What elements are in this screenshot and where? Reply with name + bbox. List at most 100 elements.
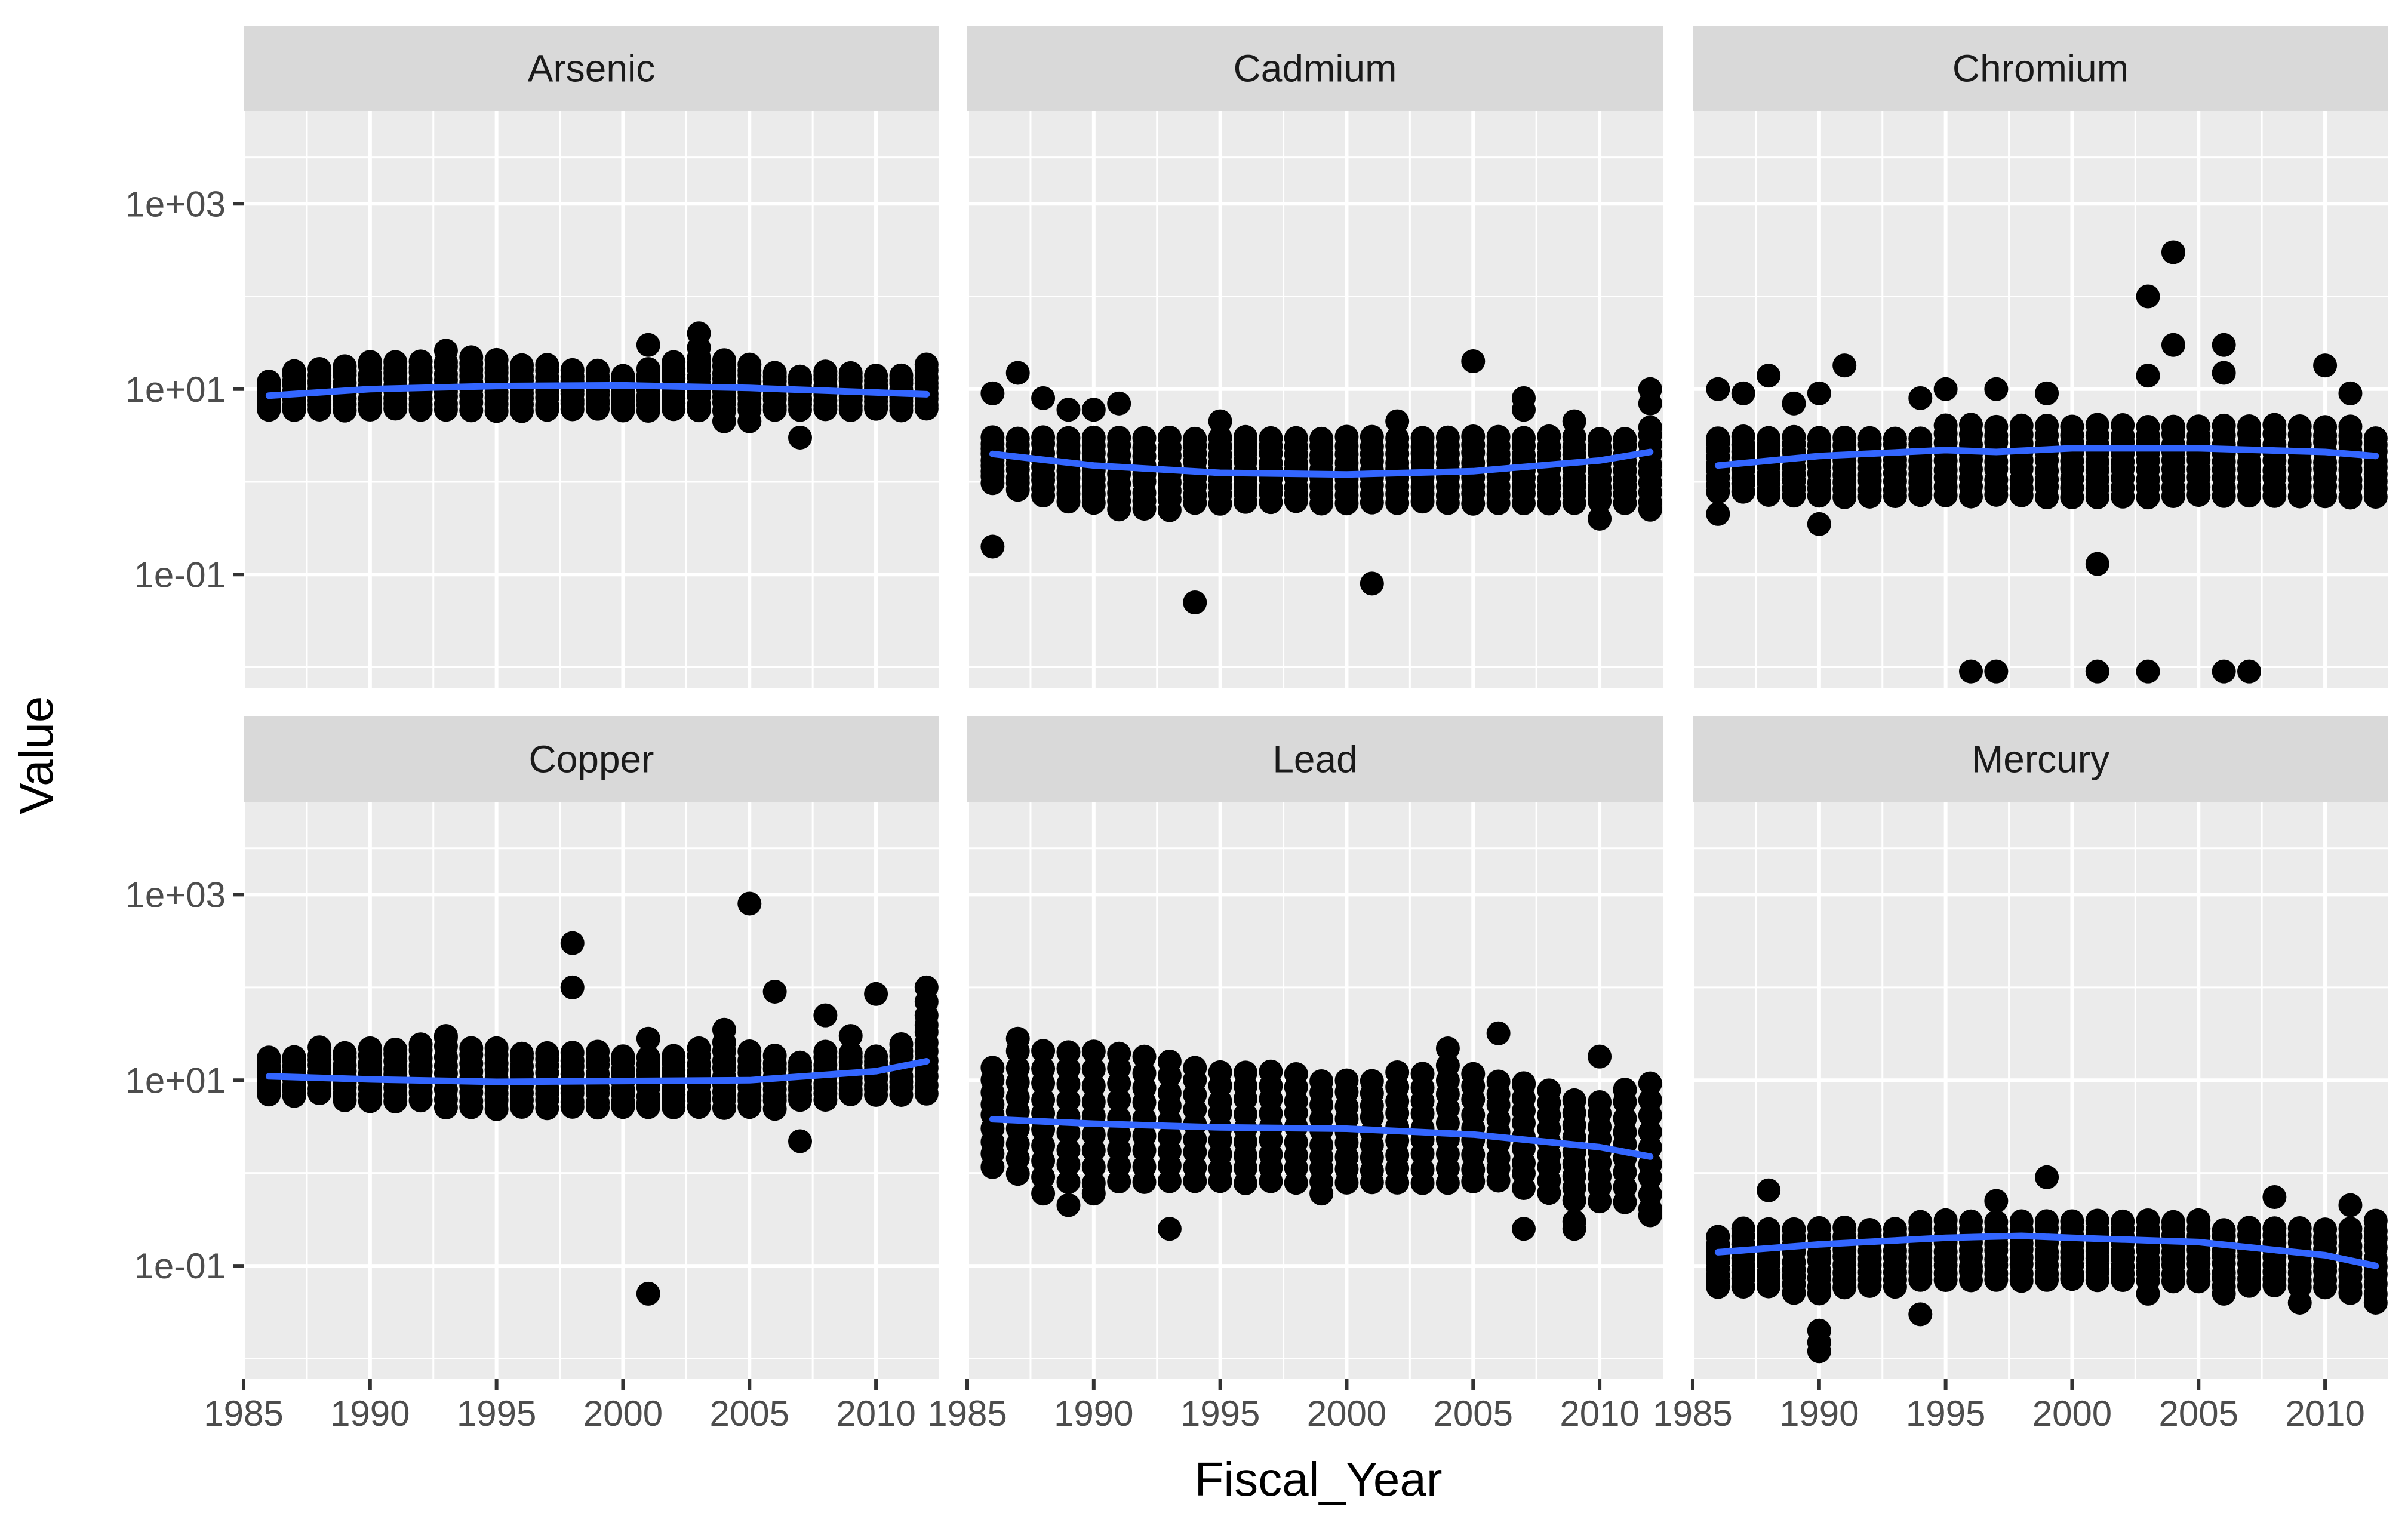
- data-point: [2262, 413, 2287, 437]
- data-point: [282, 359, 306, 383]
- data-point: [2237, 414, 2261, 438]
- data-point: [1056, 426, 1081, 450]
- data-point: [560, 358, 585, 382]
- data-point: [1984, 659, 2009, 684]
- data-point: [2212, 659, 2236, 684]
- data-point: [358, 1036, 382, 1060]
- data-point: [914, 352, 939, 377]
- data-point: [383, 1037, 408, 1062]
- x-tick-label: 2005: [710, 1393, 789, 1433]
- data-point: [1385, 409, 1410, 433]
- data-point: [2313, 353, 2338, 378]
- data-point: [611, 364, 635, 388]
- data-point: [1883, 1217, 1907, 1241]
- data-point: [788, 1050, 812, 1075]
- data-point: [2338, 1193, 2363, 1217]
- data-point: [1782, 391, 1806, 416]
- data-point: [2262, 1216, 2287, 1241]
- data-point: [2085, 413, 2109, 437]
- data-point: [1486, 1021, 1511, 1045]
- data-point: [1461, 349, 1486, 374]
- data-point: [1334, 424, 1359, 449]
- data-point: [1757, 364, 1781, 388]
- data-point: [1832, 426, 1857, 450]
- data-point: [433, 339, 458, 363]
- data-point: [1832, 1216, 1857, 1240]
- data-point: [1132, 1061, 1157, 1085]
- facet-strip: [244, 716, 939, 802]
- data-point: [1056, 1040, 1081, 1065]
- data-point: [1908, 1210, 1933, 1234]
- data-point: [408, 349, 433, 374]
- data-point: [1157, 426, 1182, 450]
- y-tick-label: 1e+03: [125, 875, 226, 915]
- data-point: [712, 348, 736, 373]
- data-point: [1486, 1069, 1511, 1094]
- facet-arsenic: Arsenic 1e+03 1e+01 1e-01: [125, 26, 939, 688]
- facet-strip: [1693, 716, 2388, 802]
- data-point: [1638, 1120, 1662, 1145]
- data-point: [1360, 424, 1384, 449]
- data-point: [2161, 333, 2185, 357]
- data-point: [1613, 1078, 1637, 1102]
- data-point: [2085, 659, 2109, 684]
- data-point: [2237, 1216, 2261, 1240]
- data-point: [1933, 377, 1958, 401]
- data-point: [1706, 426, 1730, 451]
- y-axis-title: Value: [10, 696, 63, 815]
- data-point: [2237, 659, 2261, 684]
- data-point: [1512, 1217, 1536, 1241]
- data-point: [1005, 1056, 1030, 1081]
- data-point: [2186, 414, 2211, 439]
- data-point: [1638, 391, 1662, 416]
- facet-strip-label: Arsenic: [528, 47, 655, 90]
- data-point: [889, 363, 914, 387]
- data-point: [662, 1044, 686, 1068]
- data-point: [1284, 1062, 1308, 1086]
- data-point: [1562, 1088, 1586, 1112]
- data-point: [1984, 414, 2009, 439]
- data-point: [1461, 1062, 1486, 1086]
- data-point: [1410, 426, 1435, 450]
- data-point: [1613, 1175, 1637, 1199]
- data-point: [1005, 361, 1030, 385]
- data-point: [737, 891, 762, 916]
- data-point: [510, 353, 534, 377]
- data-point: [2136, 364, 2160, 388]
- data-point: [1081, 398, 1106, 422]
- data-point: [1107, 1122, 1131, 1146]
- data-point: [980, 534, 1005, 559]
- data-point: [788, 425, 812, 450]
- data-point: [1807, 1339, 1831, 1364]
- y-tick-label: 1e+01: [125, 370, 226, 410]
- data-point: [1512, 1072, 1536, 1097]
- data-point: [1107, 391, 1131, 416]
- x-tick-label: 1995: [1906, 1393, 1985, 1433]
- data-point: [864, 1044, 888, 1069]
- data-point: [1157, 1081, 1182, 1105]
- data-point: [1706, 502, 1730, 526]
- data-point: [1807, 426, 1831, 450]
- smooth-trend-line: [989, 448, 1654, 478]
- data-point: [1588, 1044, 1612, 1069]
- x-tick-label: 2000: [1307, 1393, 1386, 1433]
- data-point: [864, 982, 888, 1006]
- data-point: [1234, 424, 1257, 449]
- data-point: [687, 1036, 711, 1060]
- data-point: [1284, 426, 1308, 450]
- data-point: [1234, 1060, 1257, 1085]
- data-point: [1782, 1217, 1806, 1241]
- panel-points: [980, 349, 1662, 615]
- data-point: [358, 350, 382, 374]
- data-point: [1360, 571, 1384, 596]
- data-point: [2313, 1217, 2338, 1242]
- data-point: [1638, 1088, 1662, 1112]
- data-point: [737, 352, 762, 377]
- data-point: [2287, 1216, 2312, 1240]
- data-point: [1757, 1217, 1781, 1241]
- data-point: [307, 1035, 332, 1060]
- data-point: [1056, 1138, 1081, 1162]
- data-point: [1638, 415, 1662, 439]
- data-point: [838, 1041, 863, 1066]
- data-point: [636, 333, 660, 357]
